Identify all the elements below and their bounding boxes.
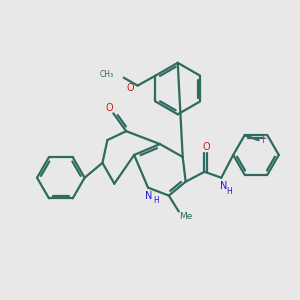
Text: F: F — [262, 135, 267, 145]
Text: H: H — [226, 187, 232, 196]
Text: O: O — [106, 103, 113, 113]
Text: N: N — [220, 181, 227, 191]
Text: O: O — [203, 142, 210, 152]
Text: Me: Me — [179, 212, 192, 221]
Text: N: N — [145, 190, 153, 201]
Text: CH₃: CH₃ — [100, 70, 114, 79]
Text: O: O — [127, 82, 134, 93]
Text: H: H — [153, 196, 159, 205]
